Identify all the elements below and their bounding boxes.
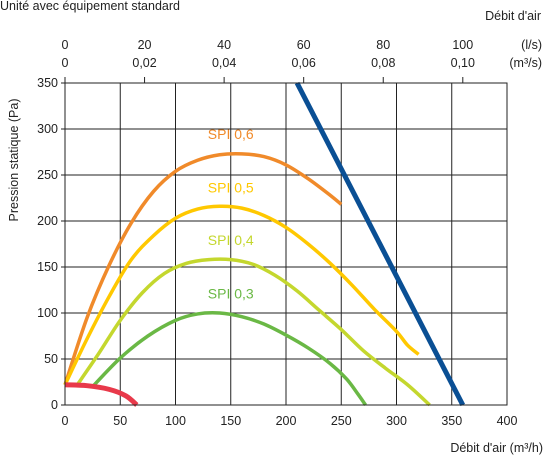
top-tick-label-ls: 80: [376, 38, 390, 52]
x-tick-label: 0: [62, 414, 69, 428]
y-tick-label: 100: [37, 306, 58, 320]
x-tick-label: 200: [276, 414, 297, 428]
top-tick-label-m3s: 0,04: [212, 56, 236, 70]
x-tick-label: 150: [220, 414, 241, 428]
top-tick-label-ls: 0: [62, 38, 69, 52]
top-tick-label-ls: 100: [452, 38, 473, 52]
top-tick-label-m3s: 0: [62, 56, 69, 70]
y-tick-label: 50: [44, 352, 58, 366]
top-tick-label-m3s: 0,02: [132, 56, 156, 70]
x-tick-label: 50: [113, 414, 127, 428]
plot-frame: [64, 82, 508, 406]
series-label-spi-0-3: SPI 0,3: [208, 285, 254, 301]
series-line-spi-0-3: [91, 311, 367, 407]
y-tick-label: 0: [51, 398, 58, 412]
x-tick-label: 100: [165, 414, 186, 428]
top-tick-label-m3s: 0,08: [371, 56, 395, 70]
x-tick-label: 350: [441, 414, 462, 428]
series-line-spi-0-5: [63, 204, 420, 386]
y-tick-label: 250: [37, 168, 58, 182]
x-axis-label: Débit d'air (m³/h): [450, 441, 543, 455]
x-tick-label: 250: [331, 414, 352, 428]
y-tick-label: 150: [37, 260, 58, 274]
series-lines: [63, 81, 466, 407]
header-text: Unité avec équipement standard: [0, 0, 180, 13]
top-tick-label-m3s: 0,06: [292, 56, 316, 70]
top-tick-label-ls: 60: [297, 38, 311, 52]
y-axis-label: Pression statique (Pa): [7, 99, 21, 222]
y-tick-label: 300: [37, 122, 58, 136]
top-axis-m3s-unit: (m³/s): [509, 56, 542, 70]
x-tick-label: 300: [386, 414, 407, 428]
series-label-spi-0-5: SPI 0,5: [208, 179, 254, 195]
top-axis-title: Débit d'air: [485, 9, 541, 23]
top-tick-label-ls: 40: [217, 38, 231, 52]
series-label-spi-0-6: SPI 0,6: [208, 126, 254, 142]
y-tick-label: 350: [37, 76, 58, 90]
tick-labels: 0 50 100 150 200 250 300 350 4000501001502002503…: [37, 38, 517, 428]
series-line-fan-min: [64, 382, 139, 407]
top-axis-ls-unit: (l/s): [521, 38, 542, 52]
series-line-spi-0-6: [63, 151, 343, 386]
series-labels: SPI 0,6 SPI 0,5 SPI 0,4 SPI 0,3: [208, 126, 254, 301]
top-tick-label-m3s: 0,10: [451, 56, 475, 70]
series-line-spi-0-4: [74, 257, 431, 407]
x-tick-label: 400: [497, 414, 518, 428]
series-line-fan-max: [294, 81, 466, 407]
y-tick-label: 200: [37, 214, 58, 228]
series-label-spi-0-4: SPI 0,4: [208, 232, 254, 248]
top-tick-label-ls: 20: [138, 38, 152, 52]
